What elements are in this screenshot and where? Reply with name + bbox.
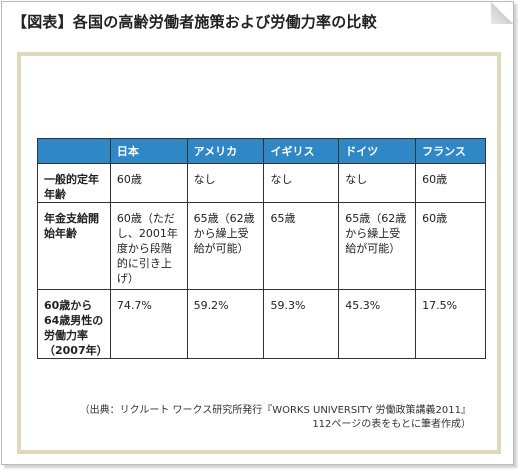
document-card: 【図表】各国の高齢労働者施策および労働力率の比較 日本 アメリカ イギリス ドイ… [1, 1, 514, 465]
page-fold-corner [491, 2, 513, 24]
header-japan: 日本 [109, 138, 188, 164]
header-germany: ドイツ [338, 138, 417, 164]
table-row: 年金支給開始年齢 60歳（ただし、2001年度から段階的に引き上げ） 65歳（6… [37, 202, 486, 290]
row-label: 一般的定年年齢 [37, 163, 111, 203]
table-cell: 60歳 [415, 202, 486, 290]
table-cell: 17.5% [415, 289, 486, 359]
table-cell: 65歳 [263, 202, 340, 290]
table-cell: 60歳（ただし、2001年度から段階的に引き上げ） [109, 202, 188, 290]
comparison-table: 日本 アメリカ イギリス ドイツ フランス 一般的定年年齢 60歳 なし なし … [37, 138, 486, 359]
source-line-2: 112ページの表をもとに筆者作成） [312, 419, 471, 430]
table-cell: 60歳 [415, 163, 486, 203]
page-title: 【図表】各国の高齢労働者施策および労働力率の比較 [12, 13, 377, 31]
table-cell: 74.7% [109, 289, 188, 359]
table-frame: 日本 アメリカ イギリス ドイツ フランス 一般的定年年齢 60歳 なし なし … [17, 52, 501, 454]
table-cell: なし [263, 163, 340, 203]
header-france: フランス [415, 138, 486, 164]
table-row: 60歳から64歳男性の労働力率（2007年） 74.7% 59.2% 59.3%… [37, 289, 486, 359]
table-cell: 45.3% [338, 289, 417, 359]
row-label: 年金支給開始年齢 [37, 202, 111, 290]
table-cell: 65歳（62歳から繰上受給が可能） [338, 202, 417, 290]
header-corner [37, 138, 111, 164]
header-uk: イギリス [263, 138, 340, 164]
table-cell: なし [338, 163, 417, 203]
table-cell: 65歳（62歳から繰上受給が可能） [186, 202, 265, 290]
row-label: 60歳から64歳男性の労働力率（2007年） [37, 289, 111, 359]
table-cell: 59.3% [263, 289, 340, 359]
table-header-row: 日本 アメリカ イギリス ドイツ フランス [37, 138, 486, 164]
header-usa: アメリカ [186, 138, 265, 164]
source-note: （出典：リクルート ワークス研究所発行『WORKS UNIVERSITY 労働政… [41, 404, 471, 432]
table-row: 一般的定年年齢 60歳 なし なし なし 60歳 [37, 163, 486, 203]
table-cell: 60歳 [109, 163, 188, 203]
table-cell: なし [186, 163, 265, 203]
table-cell: 59.2% [186, 289, 265, 359]
source-line-1: （出典：リクルート ワークス研究所発行『WORKS UNIVERSITY 労働政… [79, 405, 471, 416]
